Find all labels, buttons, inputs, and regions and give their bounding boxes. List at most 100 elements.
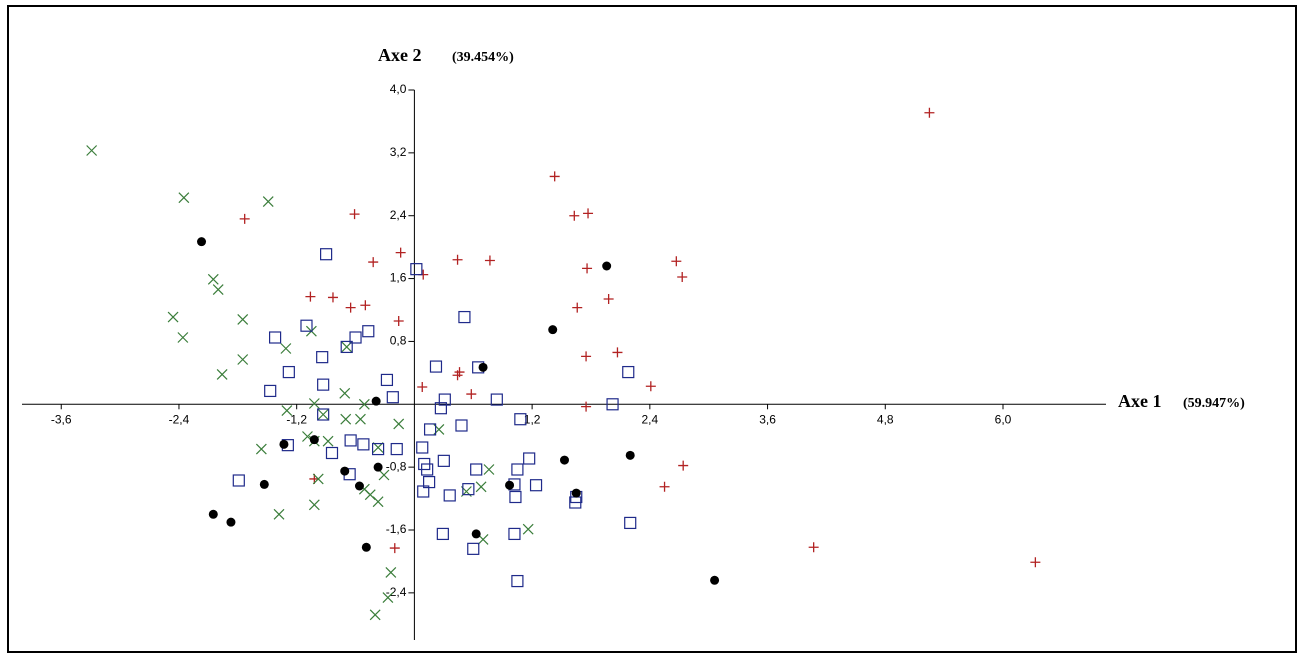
point [369,609,381,621]
y-axis-note: (39.454%) [452,50,514,65]
point [624,516,637,530]
point [322,435,334,447]
point [344,434,357,447]
y-tick-label: 0,8 [390,334,407,348]
point [309,435,319,445]
point [239,213,250,224]
point [226,517,236,527]
point [317,408,330,421]
y-tick-label: 3,2 [390,145,407,159]
y-tick-label: -0,8 [386,459,407,473]
point [429,360,443,373]
x-tick-label: -1,2 [286,412,307,426]
point [197,237,207,247]
x-tick-label: 3,6 [759,412,776,426]
point [177,332,189,343]
point [434,402,447,415]
y-tick-label: 1,6 [390,271,407,285]
point [452,370,463,381]
point [362,325,375,338]
point [478,362,488,372]
point [317,409,329,420]
point [606,398,619,411]
point [581,351,592,362]
point [423,423,437,436]
point [470,463,483,476]
point [268,331,282,344]
point [924,107,935,118]
point [671,256,682,267]
x-tick-label: -2,4 [169,412,190,426]
point [466,389,477,400]
point [312,473,324,485]
point [259,479,269,489]
point [514,413,527,426]
point [300,319,313,332]
x-tick-label: 6,0 [995,412,1012,426]
point [378,469,390,481]
point [282,365,295,379]
point [340,466,350,476]
point [645,381,656,392]
point [281,405,293,416]
point [437,454,450,467]
point [280,343,292,354]
point [612,347,623,358]
point [522,523,534,535]
point [389,543,400,554]
point [436,527,449,541]
point [327,292,338,303]
point [212,284,224,295]
point [382,592,394,603]
point [349,331,362,344]
point [559,455,569,465]
point [581,401,592,412]
point [1030,557,1041,568]
point [372,442,385,456]
x-axis-note: (59.947%) [1183,396,1245,411]
point [438,393,451,406]
point [345,302,356,313]
point [355,413,366,425]
point [386,391,399,404]
point [458,310,471,324]
point [483,464,495,475]
point [678,460,689,471]
point [349,209,360,220]
point [509,490,522,504]
point [455,419,468,432]
point [523,452,536,465]
point [710,575,720,585]
point [354,481,364,491]
point [571,488,581,498]
point [237,354,249,365]
point [279,439,289,449]
point [511,574,524,588]
point [582,263,593,274]
point [490,393,503,406]
point [371,396,381,406]
point [417,485,430,498]
point [339,387,351,399]
y-tick-label: -1,6 [386,522,407,536]
point [178,192,190,204]
point [357,438,370,451]
point [417,382,428,392]
point [361,542,371,552]
point [273,508,285,520]
point [340,340,353,354]
point [340,413,352,425]
point [385,567,397,578]
point [216,369,228,380]
point [316,351,329,364]
point [443,489,456,502]
frame [7,5,1297,653]
point [471,529,481,539]
x-tick-label: 2,4 [641,412,658,426]
point [529,479,543,492]
point [572,302,583,313]
point [677,272,688,282]
point [475,481,487,493]
point [622,365,635,379]
